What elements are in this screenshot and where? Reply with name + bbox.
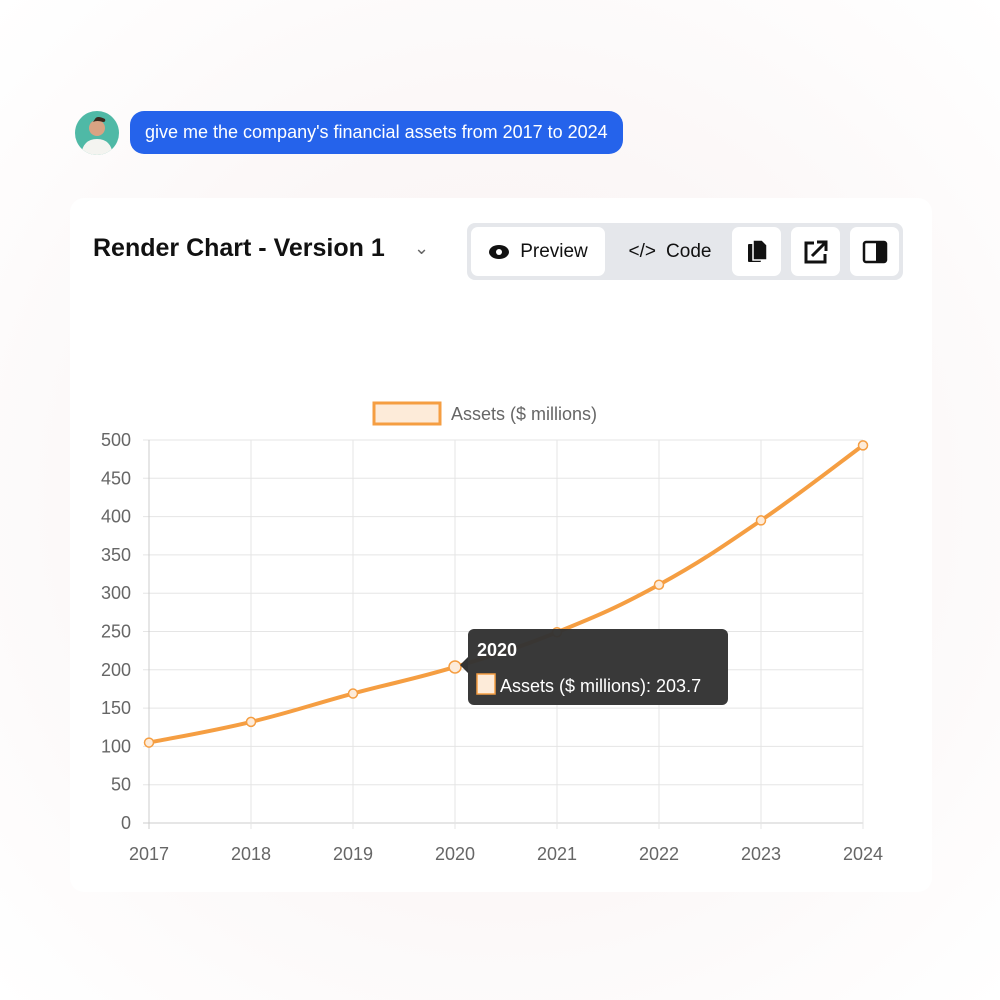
tooltip-caret (460, 657, 468, 673)
x-tick-label: 2021 (537, 844, 577, 864)
y-tick-label: 450 (101, 468, 131, 488)
chart-card: Render Chart - Version 1 ⌄ Preview </> C… (70, 198, 932, 892)
data-point (448, 660, 462, 674)
x-tick-label: 2022 (639, 844, 679, 864)
page-title: Render Chart - Version 1 (93, 234, 385, 262)
x-tick-label: 2023 (741, 844, 781, 864)
data-point (245, 716, 257, 728)
user-message: give me the company's financial assets f… (130, 111, 623, 154)
y-tick-label: 0 (121, 813, 131, 833)
tooltip (468, 629, 728, 705)
sidebar-panel-icon (862, 240, 887, 263)
tooltip-swatch (476, 673, 496, 695)
code-icon: </> (628, 240, 657, 262)
y-tick-label: 150 (101, 698, 131, 718)
preview-button[interactable]: Preview (471, 227, 605, 276)
toggle-panel-button[interactable] (850, 227, 899, 276)
data-point (755, 515, 767, 526)
y-tick-label: 500 (101, 430, 131, 450)
preview-label: Preview (520, 240, 588, 262)
external-link-icon (804, 240, 827, 263)
y-tick-label: 100 (101, 736, 131, 756)
data-point (857, 440, 869, 451)
y-tick-label: 400 (101, 507, 131, 527)
eye-icon (489, 244, 510, 259)
chevron-down-icon[interactable]: ⌄ (414, 238, 430, 258)
y-tick-label: 350 (101, 545, 131, 565)
tooltip-title: 2020 (477, 640, 517, 660)
legend-swatch (372, 401, 442, 426)
x-tick-label: 2018 (231, 844, 271, 864)
code-label: Code (666, 240, 712, 262)
person-icon (81, 117, 113, 155)
y-tick-label: 200 (101, 660, 131, 680)
data-point (347, 688, 359, 699)
copy-button[interactable] (732, 227, 781, 276)
x-tick-label: 2019 (333, 844, 373, 864)
legend-label: Assets ($ millions) (451, 404, 597, 424)
data-point (653, 579, 665, 591)
x-tick-label: 2020 (435, 844, 475, 864)
view-toolbar: Preview </> Code (467, 223, 903, 280)
open-external-button[interactable] (791, 227, 840, 276)
data-point (143, 737, 155, 748)
y-tick-label: 50 (111, 775, 131, 795)
x-tick-label: 2024 (843, 844, 883, 864)
tooltip-label: Assets ($ millions): 203.7 (500, 676, 701, 696)
y-tick-label: 300 (101, 583, 131, 603)
code-button[interactable]: </> Code (615, 227, 725, 276)
x-tick-label: 2017 (129, 844, 169, 864)
y-tick-label: 250 (101, 622, 131, 642)
copy-icon (747, 238, 768, 262)
user-avatar (75, 111, 119, 155)
